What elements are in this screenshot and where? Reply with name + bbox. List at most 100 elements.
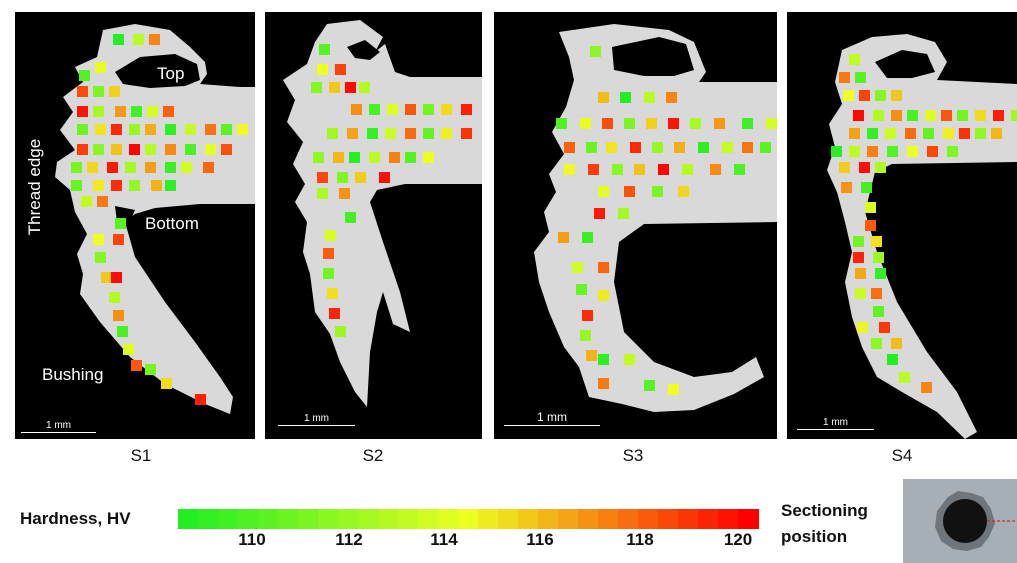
- hardness-indent-marker: [389, 152, 400, 163]
- legend-tick: 112: [335, 530, 363, 549]
- hardness-indent-marker: [165, 124, 176, 135]
- hardness-indent-marker: [867, 146, 878, 157]
- sectioning-line2: position: [781, 527, 848, 546]
- hardness-indent-marker: [145, 162, 156, 173]
- hardness-indent-marker: [859, 162, 870, 173]
- hardness-indent-marker: [714, 118, 725, 129]
- hardness-indent-marker: [369, 104, 380, 115]
- hardness-indent-marker: [855, 288, 866, 299]
- hardness-indent-marker: [131, 106, 142, 117]
- hardness-indent-marker: [678, 186, 689, 197]
- legend-color-cell: [658, 509, 679, 529]
- hardness-indent-marker: [991, 128, 1002, 139]
- hardness-indent-marker: [97, 196, 108, 207]
- hardness-indent-marker: [734, 164, 745, 175]
- hardness-indent-marker: [690, 118, 701, 129]
- legend-color-cell: [598, 509, 619, 529]
- legend-color-cell: [318, 509, 339, 529]
- hardness-indent-marker: [125, 162, 136, 173]
- hardness-color-scale: [178, 509, 759, 529]
- label-bushing: Bushing: [42, 365, 104, 384]
- hardness-indent-marker: [359, 82, 370, 93]
- hardness-indent-marker: [666, 92, 677, 103]
- hardness-indent-marker: [95, 124, 106, 135]
- legend-color-cell: [678, 509, 699, 529]
- legend-tick: 116: [526, 530, 554, 549]
- hardness-indent-marker: [572, 262, 583, 273]
- hardness-indent-marker: [576, 284, 587, 295]
- hardness-indent-marker: [975, 110, 986, 121]
- hardness-indent-marker: [891, 110, 902, 121]
- hardness-indent-marker: [385, 128, 396, 139]
- hardness-indent-marker: [668, 384, 679, 395]
- hardness-indent-marker: [87, 162, 98, 173]
- hardness-indent-marker: [760, 142, 771, 153]
- hardness-indent-marker: [853, 252, 864, 263]
- hardness-indent-marker: [891, 338, 902, 349]
- legend-color-cell: [418, 509, 439, 529]
- hardness-indent-marker: [313, 152, 324, 163]
- hardness-indent-marker: [871, 288, 882, 299]
- hardness-indent-marker: [339, 188, 350, 199]
- hardness-indent-marker: [624, 186, 635, 197]
- hardness-indent-marker: [873, 306, 884, 317]
- panel-label-s3: S3: [622, 446, 644, 465]
- hardness-indent-marker: [81, 196, 92, 207]
- hardness-indent-marker: [323, 248, 334, 259]
- hardness-indent-marker: [113, 34, 124, 45]
- hardness-indent-marker: [101, 272, 112, 283]
- hardness-indent-marker: [441, 104, 452, 115]
- panel-label-s1: S1: [130, 446, 152, 465]
- hardness-indent-marker: [165, 144, 176, 155]
- hardness-indent-marker: [941, 110, 952, 121]
- hardness-indent-marker: [885, 128, 896, 139]
- legend-color-cell: [378, 509, 399, 529]
- legend-color-cell: [218, 509, 239, 529]
- legend-tick: 120: [723, 530, 753, 549]
- hardness-indent-marker: [923, 128, 934, 139]
- legend-color-cell: [258, 509, 279, 529]
- hardness-indent-marker: [345, 212, 356, 223]
- hardness-indent-marker: [612, 164, 623, 175]
- hardness-indent-marker: [841, 182, 852, 193]
- hardness-indent-marker: [943, 128, 954, 139]
- hardness-indent-marker: [620, 92, 631, 103]
- hardness-indent-marker: [111, 144, 122, 155]
- hardness-indent-marker: [129, 180, 140, 191]
- legend-color-cell: [238, 509, 259, 529]
- scale-bar-s1: 1 mm: [21, 420, 96, 433]
- hardness-indent-marker: [113, 310, 124, 321]
- sectioning-position-label: Sectioning position: [781, 498, 868, 550]
- hardness-indent-marker: [682, 164, 693, 175]
- legend-color-cell: [358, 509, 379, 529]
- hardness-indent-marker: [319, 44, 330, 55]
- hardness-indent-marker: [129, 144, 140, 155]
- hardness-indent-marker: [327, 128, 338, 139]
- hardness-indent-marker: [355, 172, 366, 183]
- hardness-indent-marker: [335, 326, 346, 337]
- hardness-indent-marker: [77, 144, 88, 155]
- hardness-indent-marker: [93, 180, 104, 191]
- hardness-indent-marker: [674, 142, 685, 153]
- hardness-indent-marker: [865, 220, 876, 231]
- legend-color-cell: [498, 509, 519, 529]
- legend-tick: 110: [238, 530, 266, 549]
- hardness-indent-marker: [129, 124, 140, 135]
- hardness-indent-marker: [185, 124, 196, 135]
- hardness-indent-marker: [161, 378, 172, 389]
- hardness-indent-marker: [221, 144, 232, 155]
- hardness-indent-marker: [461, 104, 472, 115]
- legend-color-cell: [398, 509, 419, 529]
- legend-color-cell: [438, 509, 459, 529]
- hardness-indent-marker: [634, 164, 645, 175]
- hardness-indent-marker: [855, 268, 866, 279]
- hardness-indent-marker: [652, 186, 663, 197]
- hardness-indent-marker: [859, 90, 870, 101]
- legend-color-cell: [718, 509, 739, 529]
- hardness-indent-marker: [580, 118, 591, 129]
- hardness-indent-marker: [710, 164, 721, 175]
- hardness-indent-marker: [325, 230, 336, 241]
- hardness-indent-marker: [441, 128, 452, 139]
- legend-color-cell: [478, 509, 499, 529]
- hardness-indent-marker: [205, 144, 216, 155]
